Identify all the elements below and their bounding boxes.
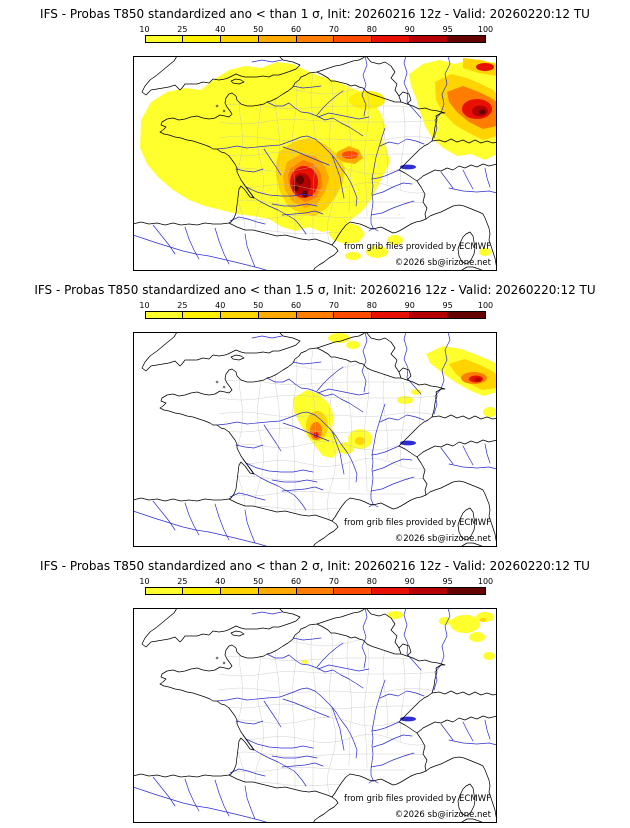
colorbar-tick-label: 90 — [404, 577, 415, 586]
colorbar-tick-labels: 10 25 40 50 60 70 80 90 95 100 — [139, 577, 493, 586]
colorbar-cell — [182, 312, 221, 318]
probability-overlay — [302, 611, 495, 664]
colorbar-tick-label: 70 — [328, 577, 340, 586]
colorbar-tick-labels: 10 25 40 50 60 70 80 90 95 100 — [139, 301, 493, 310]
colorbar-cell — [182, 36, 221, 42]
panel-sigma-1-5: IFS - Probas T850 standardized ano < tha… — [0, 276, 630, 552]
colorbar-cell — [333, 36, 372, 42]
colorbar-cell — [371, 36, 409, 42]
colorbar-tick-label: 100 — [477, 301, 494, 310]
colorbar-tick-label: 60 — [290, 301, 302, 310]
colorbar: 10 25 40 50 60 70 80 90 95 100 — [139, 577, 493, 595]
colorbar-cell — [371, 588, 409, 594]
colorbar-tick-label: 10 — [139, 25, 150, 34]
colorbar-cell — [257, 36, 296, 42]
map-frame — [133, 608, 497, 823]
colorbar-cell — [333, 588, 372, 594]
colorbar-tick-label: 40 — [215, 25, 226, 34]
colorbar-cell — [145, 312, 183, 318]
colorbar-tick-label: 25 — [177, 25, 188, 34]
colorbar-tick-label: 90 — [404, 301, 415, 310]
map-copyright: ©2026 sb@irizone.net — [395, 810, 492, 820]
map-copyright: ©2026 sb@irizone.net — [395, 534, 492, 544]
colorbar-cell — [145, 588, 183, 594]
colorbar-tick-label: 60 — [290, 25, 302, 34]
colorbar-cell — [446, 588, 485, 594]
probability-map-sigma-2: from grib files provided by ECMWF ©2026 … — [133, 608, 497, 823]
panel-title: IFS - Probas T850 standardized ano < tha… — [40, 559, 590, 573]
probability-overlay — [140, 58, 497, 260]
colorbar-gradient-bar — [144, 35, 486, 43]
colorbar-tick-label: 25 — [177, 301, 188, 310]
colorbar-tick-label: 50 — [253, 301, 264, 310]
panel-sigma-1: IFS - Probas T850 standardized ano < tha… — [0, 0, 630, 276]
colorbar-cell — [408, 312, 447, 318]
colorbar-gradient-bar — [144, 311, 486, 319]
colorbar-cell — [408, 588, 447, 594]
map-copyright: ©2026 sb@irizone.net — [395, 258, 492, 268]
colorbar-cell — [408, 36, 447, 42]
panel-title: IFS - Probas T850 standardized ano < tha… — [40, 7, 590, 21]
colorbar-tick-labels: 10 25 40 50 60 70 80 90 95 100 — [139, 25, 493, 34]
colorbar-cell — [446, 36, 485, 42]
colorbar-cell — [295, 312, 334, 318]
colorbar-tick-label: 80 — [366, 301, 377, 310]
colorbar-tick-label: 50 — [253, 25, 264, 34]
colorbar-cell — [295, 36, 334, 42]
colorbar-cell — [220, 588, 258, 594]
colorbar-gradient-bar — [144, 587, 486, 595]
map-wrap: from grib files provided by ECMWF ©2026 … — [133, 56, 497, 271]
colorbar-tick-label: 25 — [177, 577, 188, 586]
colorbar: 10 25 40 50 60 70 80 90 95 100 — [139, 25, 493, 43]
colorbar-cell — [220, 36, 258, 42]
colorbar-tick-label: 60 — [290, 577, 302, 586]
colorbar-tick-label: 90 — [404, 25, 415, 34]
probability-map-sigma-1-5: from grib files provided by ECMWF ©2026 … — [133, 332, 497, 547]
colorbar-tick-label: 10 — [139, 301, 150, 310]
colorbar-tick-label: 10 — [139, 577, 150, 586]
colorbar-tick-label: 95 — [442, 25, 453, 34]
probability-map-sigma-1: from grib files provided by ECMWF ©2026 … — [133, 56, 497, 271]
colorbar-cell — [257, 588, 296, 594]
colorbar-cell — [145, 36, 183, 42]
panel-title: IFS - Probas T850 standardized ano < tha… — [34, 283, 596, 297]
map-frame — [133, 56, 497, 271]
colorbar-cell — [295, 588, 334, 594]
map-wrap: from grib files provided by ECMWF ©2026 … — [133, 332, 497, 547]
colorbar-tick-label: 95 — [442, 577, 453, 586]
colorbar-cell — [333, 312, 372, 318]
colorbar-cell — [257, 312, 296, 318]
map-wrap: from grib files provided by ECMWF ©2026 … — [133, 608, 497, 823]
colorbar-tick-label: 100 — [477, 577, 494, 586]
colorbar: 10 25 40 50 60 70 80 90 95 100 — [139, 301, 493, 319]
map-credit: from grib files provided by ECMWF — [344, 518, 491, 528]
panel-sigma-2: IFS - Probas T850 standardized ano < tha… — [0, 552, 630, 828]
colorbar-tick-label: 40 — [215, 301, 226, 310]
colorbar-tick-label: 95 — [442, 301, 453, 310]
colorbar-tick-label: 80 — [366, 577, 377, 586]
colorbar-cell — [220, 312, 258, 318]
map-credit: from grib files provided by ECMWF — [344, 794, 491, 804]
colorbar-cell — [182, 588, 221, 594]
colorbar-cell — [446, 312, 485, 318]
map-credit: from grib files provided by ECMWF — [344, 242, 491, 252]
colorbar-tick-label: 70 — [328, 25, 340, 34]
colorbar-tick-label: 70 — [328, 301, 340, 310]
map-frame — [133, 332, 497, 547]
colorbar-tick-label: 40 — [215, 577, 226, 586]
colorbar-tick-label: 50 — [253, 577, 264, 586]
colorbar-tick-label: 100 — [477, 25, 494, 34]
colorbar-cell — [371, 312, 409, 318]
colorbar-tick-label: 80 — [366, 25, 377, 34]
